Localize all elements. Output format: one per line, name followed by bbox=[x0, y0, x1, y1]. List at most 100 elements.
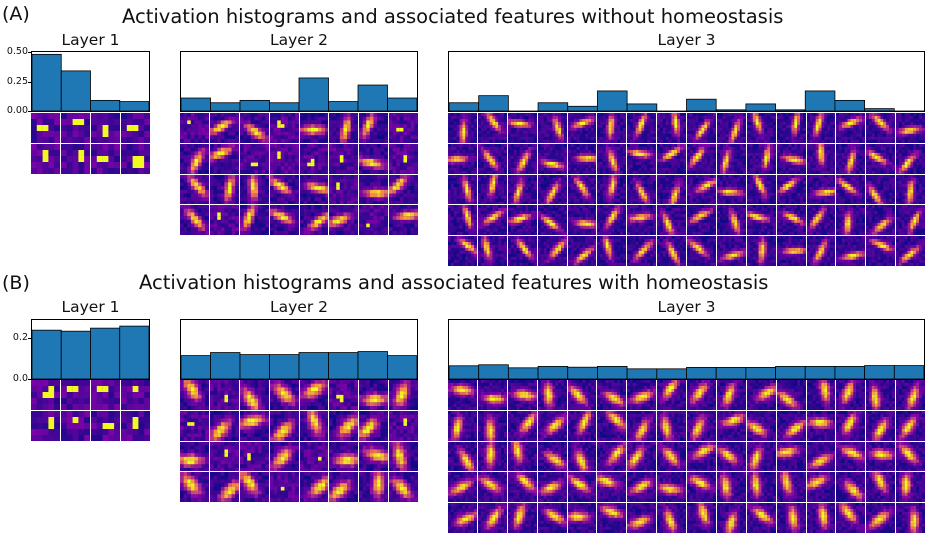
feature-tile bbox=[836, 503, 865, 533]
feature-tile bbox=[300, 144, 329, 174]
feature-tile bbox=[359, 380, 388, 410]
feature-tile bbox=[210, 442, 239, 472]
histogram-axes bbox=[180, 319, 418, 380]
feature-tile bbox=[717, 411, 746, 441]
histogram-bar bbox=[716, 367, 746, 379]
feature-tile bbox=[568, 175, 597, 205]
histogram-bar bbox=[805, 366, 835, 379]
feature-grid bbox=[31, 380, 150, 441]
feature-tile bbox=[448, 175, 477, 205]
histogram-bar bbox=[508, 368, 538, 379]
feature-tile bbox=[777, 380, 806, 410]
feature-tile bbox=[627, 380, 656, 410]
feature-tile bbox=[300, 472, 329, 502]
feature-tile bbox=[747, 113, 776, 143]
feature-tile bbox=[300, 442, 329, 472]
feature-tile bbox=[777, 503, 806, 533]
feature-tile bbox=[61, 144, 90, 174]
feature-tile bbox=[866, 411, 895, 441]
feature-tile bbox=[329, 411, 358, 441]
feature-tile bbox=[687, 380, 716, 410]
histogram-bar bbox=[299, 353, 329, 379]
feature-tile bbox=[31, 113, 60, 143]
feature-tile bbox=[359, 205, 388, 235]
feature-tile bbox=[210, 144, 239, 174]
y-tick-mark bbox=[28, 111, 31, 112]
feature-tile bbox=[389, 144, 418, 174]
feature-tile bbox=[508, 236, 537, 266]
feature-tile bbox=[180, 144, 209, 174]
feature-tile bbox=[180, 175, 209, 205]
feature-tile bbox=[508, 380, 537, 410]
feature-tile bbox=[61, 411, 90, 441]
feature-tile bbox=[121, 113, 150, 143]
feature-tile bbox=[448, 380, 477, 410]
histogram-bar bbox=[299, 78, 329, 111]
feature-tile bbox=[836, 411, 865, 441]
histogram-bar bbox=[91, 328, 120, 379]
feature-tile bbox=[627, 205, 656, 235]
feature-tile bbox=[747, 175, 776, 205]
feature-tile bbox=[866, 144, 895, 174]
feature-tile bbox=[448, 113, 477, 143]
histogram-bar bbox=[687, 99, 717, 111]
histogram-bar bbox=[329, 353, 359, 379]
feature-tile bbox=[657, 205, 686, 235]
feature-tile bbox=[240, 411, 269, 441]
feature-tile bbox=[807, 442, 836, 472]
feature-tile bbox=[91, 144, 120, 174]
feature-tile bbox=[538, 472, 567, 502]
y-tick-label: 0.25 bbox=[2, 76, 28, 87]
histogram-bar bbox=[32, 330, 61, 379]
feature-tile bbox=[597, 205, 626, 235]
histogram-bar bbox=[865, 109, 895, 111]
feature-tile bbox=[240, 380, 269, 410]
feature-tile bbox=[508, 442, 537, 472]
feature-tile bbox=[300, 175, 329, 205]
feature-grid bbox=[448, 113, 925, 266]
feature-tile bbox=[389, 442, 418, 472]
histogram-bar bbox=[568, 367, 598, 379]
feature-tile bbox=[568, 472, 597, 502]
histogram-bar bbox=[479, 96, 509, 111]
feature-tile bbox=[836, 380, 865, 410]
feature-tile bbox=[240, 175, 269, 205]
feature-tile bbox=[657, 503, 686, 533]
feature-tile bbox=[687, 236, 716, 266]
feature-tile bbox=[31, 144, 60, 174]
feature-tile bbox=[448, 236, 477, 266]
feature-tile bbox=[657, 236, 686, 266]
feature-tile bbox=[389, 380, 418, 410]
histogram-bar bbox=[388, 98, 418, 111]
feature-tile bbox=[210, 472, 239, 502]
histogram-bar bbox=[479, 365, 509, 379]
feature-tile bbox=[389, 205, 418, 235]
histogram-bar bbox=[597, 366, 627, 379]
feature-grid bbox=[31, 113, 150, 174]
feature-tile bbox=[61, 380, 90, 410]
histogram-bar bbox=[746, 367, 776, 379]
feature-tile bbox=[627, 411, 656, 441]
feature-tile bbox=[91, 411, 120, 441]
feature-tile bbox=[210, 205, 239, 235]
histogram-bar bbox=[597, 91, 627, 111]
histogram-bar bbox=[181, 98, 211, 111]
feature-tile bbox=[240, 472, 269, 502]
panel-title: Layer 3 bbox=[448, 31, 925, 49]
feature-tile bbox=[538, 113, 567, 143]
feature-tile bbox=[597, 175, 626, 205]
feature-tile bbox=[180, 113, 209, 143]
histogram-bar bbox=[211, 103, 241, 111]
feature-tile bbox=[300, 380, 329, 410]
feature-tile bbox=[478, 113, 507, 143]
feature-tile bbox=[121, 380, 150, 410]
feature-tile bbox=[359, 472, 388, 502]
feature-tile bbox=[866, 113, 895, 143]
feature-tile bbox=[896, 205, 925, 235]
feature-tile bbox=[448, 472, 477, 502]
feature-tile bbox=[389, 472, 418, 502]
feature-tile bbox=[240, 442, 269, 472]
histogram-bar bbox=[776, 366, 806, 379]
histogram-bar bbox=[211, 353, 241, 379]
y-tick-label: 0.0 bbox=[2, 373, 28, 384]
